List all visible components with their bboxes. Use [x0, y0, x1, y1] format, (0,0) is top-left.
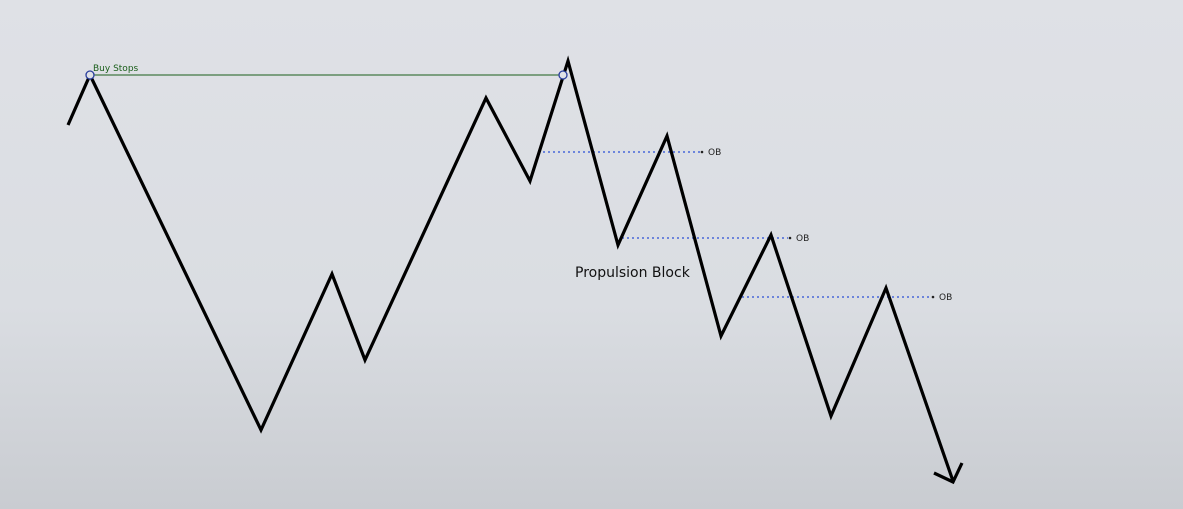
ob-label-3: OB	[939, 293, 952, 303]
circle-marker-icon	[85, 70, 95, 80]
ob-dot-2	[788, 236, 792, 240]
circle-marker-icon	[558, 70, 568, 80]
ob-dot-1	[700, 150, 704, 154]
ob-label-1: OB	[708, 148, 721, 158]
ob-label-2: OB	[796, 234, 809, 244]
arrow-down-icon	[933, 462, 964, 485]
price-path	[66, 55, 955, 482]
ob-dot-3	[931, 295, 935, 299]
propulsion-block-label: Propulsion Block	[575, 265, 691, 281]
buy-stops-label: Buy Stops	[93, 64, 139, 74]
